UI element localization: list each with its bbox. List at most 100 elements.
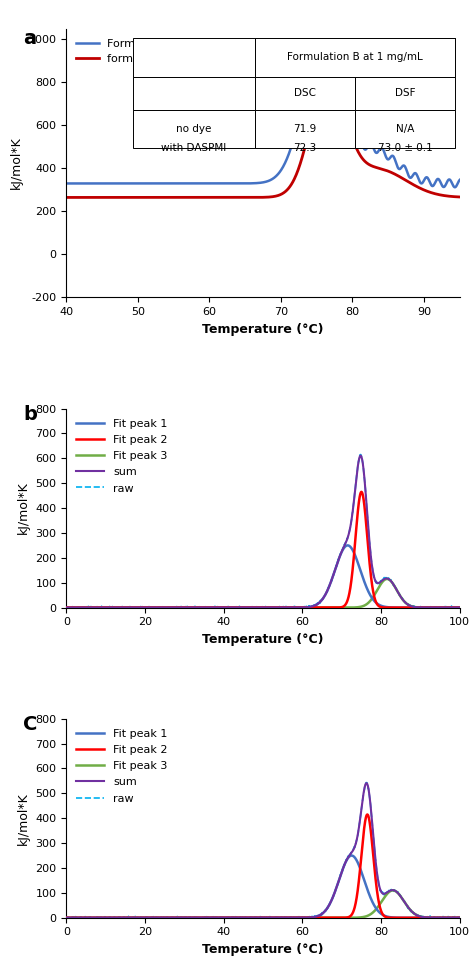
- sum: [446, 912, 451, 923]
- Fit peak 2: [446, 912, 451, 923]
- Text: a: a: [23, 29, 36, 48]
- raw: [64, 602, 69, 614]
- Fit peak 1: [245, 602, 250, 614]
- formulation B with DASPMI: [64, 192, 69, 204]
- raw: [255, 912, 261, 923]
- sum: [64, 912, 69, 923]
- Fit peak 2: [245, 912, 250, 923]
- Y-axis label: kJ/mol*K: kJ/mol*K: [17, 482, 30, 534]
- Fit peak 2: [457, 912, 463, 923]
- Fit peak 3: [245, 602, 250, 614]
- Fit peak 2: [64, 912, 69, 923]
- Fit peak 1: [349, 850, 355, 861]
- sum: [446, 602, 451, 614]
- Fit peak 3: [384, 574, 390, 585]
- Fit peak 1: [64, 912, 69, 923]
- formulation B with DASPMI: [88, 192, 93, 204]
- raw: [64, 911, 69, 923]
- formulation B with DASPMI: [326, 70, 331, 81]
- raw: [446, 912, 451, 923]
- Formulation B no Dye: [302, 89, 308, 100]
- sum: [374, 576, 379, 588]
- Bar: [255, 110, 355, 148]
- Fit peak 3: [245, 912, 250, 923]
- Line: Fit peak 3: Fit peak 3: [66, 890, 460, 918]
- Text: with DASPMI: with DASPMI: [161, 143, 227, 153]
- Bar: [255, 38, 455, 76]
- Text: DSC: DSC: [294, 88, 316, 98]
- Fit peak 1: [446, 602, 451, 614]
- Line: Fit peak 3: Fit peak 3: [66, 579, 460, 608]
- Fit peak 1: [446, 602, 451, 614]
- Fit peak 3: [255, 912, 261, 923]
- Bar: [133, 38, 255, 76]
- sum: [358, 450, 364, 462]
- raw: [245, 912, 250, 923]
- Text: b: b: [23, 404, 37, 424]
- Fit peak 2: [365, 809, 370, 820]
- Bar: [133, 76, 255, 110]
- Formulation B no Dye: [64, 178, 69, 189]
- Line: raw: raw: [66, 454, 460, 608]
- Text: C: C: [23, 715, 37, 734]
- Fit peak 1: [255, 912, 261, 923]
- sum: [245, 912, 250, 923]
- Fit peak 3: [83, 912, 89, 923]
- Line: Fit peak 1: Fit peak 1: [66, 545, 460, 608]
- Fit peak 3: [83, 602, 89, 614]
- Legend: Fit peak 1, Fit peak 2, Fit peak 3, sum, raw: Fit peak 1, Fit peak 2, Fit peak 3, sum,…: [72, 414, 172, 498]
- Text: no dye: no dye: [176, 124, 212, 134]
- Line: Fit peak 1: Fit peak 1: [66, 856, 460, 918]
- Fit peak 3: [64, 912, 69, 923]
- Fit peak 1: [457, 602, 463, 614]
- Fit peak 1: [345, 539, 350, 551]
- Fit peak 3: [457, 912, 463, 923]
- sum: [83, 912, 89, 923]
- Formulation B no Dye: [403, 162, 409, 173]
- sum: [255, 602, 261, 614]
- Fit peak 2: [64, 602, 69, 614]
- raw: [84, 602, 90, 614]
- Fit peak 2: [83, 602, 89, 614]
- raw: [245, 601, 250, 613]
- formulation B with DASPMI: [314, 93, 320, 104]
- raw: [446, 602, 452, 614]
- sum: [457, 602, 463, 614]
- Fit peak 3: [457, 602, 463, 614]
- raw: [364, 777, 369, 789]
- Fit peak 1: [446, 912, 451, 923]
- X-axis label: Temperature (°C): Temperature (°C): [202, 633, 324, 646]
- Line: Formulation B no Dye: Formulation B no Dye: [66, 57, 460, 187]
- Fit peak 1: [457, 912, 463, 923]
- sum: [364, 777, 369, 789]
- Line: raw: raw: [66, 783, 460, 918]
- Fit peak 2: [358, 487, 364, 498]
- Text: Formulation B at 1 mg/mL: Formulation B at 1 mg/mL: [287, 53, 423, 62]
- Fit peak 1: [374, 598, 379, 609]
- raw: [64, 912, 69, 923]
- Fit peak 3: [255, 602, 261, 614]
- raw: [255, 602, 261, 614]
- Text: N/A: N/A: [396, 124, 414, 134]
- Fit peak 2: [374, 880, 379, 891]
- Formulation B no Dye: [314, 54, 320, 66]
- Fit peak 3: [390, 884, 396, 896]
- raw: [457, 602, 463, 614]
- sum: [374, 862, 379, 874]
- Formulation B no Dye: [363, 144, 368, 156]
- formulation B with DASPMI: [292, 172, 298, 184]
- Legend: Fit peak 1, Fit peak 2, Fit peak 3, sum, raw: Fit peak 1, Fit peak 2, Fit peak 3, sum,…: [72, 725, 172, 808]
- Formulation B no Dye: [292, 129, 298, 141]
- Fit peak 1: [64, 602, 69, 614]
- Fit peak 1: [245, 912, 250, 923]
- raw: [374, 863, 379, 875]
- Fit peak 2: [457, 602, 463, 614]
- X-axis label: Temperature (°C): Temperature (°C): [202, 323, 324, 336]
- formulation B with DASPMI: [363, 156, 368, 167]
- Fit peak 1: [255, 602, 261, 614]
- raw: [446, 601, 451, 613]
- Fit peak 3: [374, 903, 379, 915]
- Text: DSF: DSF: [395, 88, 415, 98]
- Line: sum: sum: [66, 456, 460, 608]
- Text: 72.3: 72.3: [293, 143, 317, 153]
